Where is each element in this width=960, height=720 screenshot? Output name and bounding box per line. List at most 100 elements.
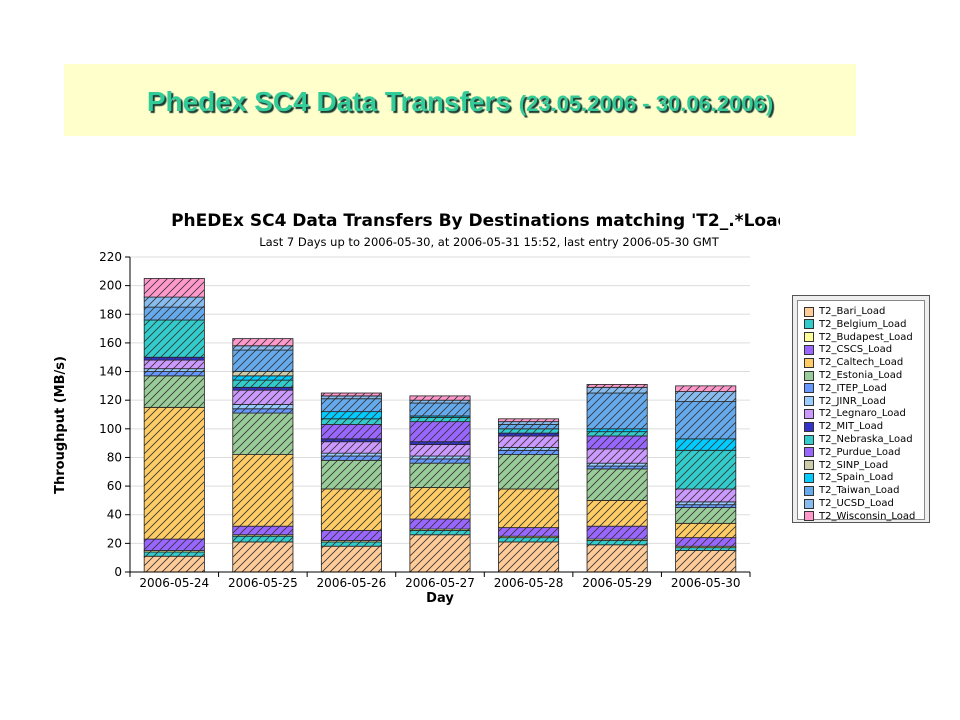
x-tick-label: 2006-05-26 [317,576,387,590]
legend-item-t2-belgium-load: T2_Belgium_Load [804,318,906,331]
bar-segment-hatch [498,447,559,451]
x-tick-label: 2006-05-25 [228,576,298,590]
legend-item-t2-mit-load: T2_MIT_Load [804,420,883,433]
bar-segment-hatch [409,444,471,457]
bar-segment-hatch [144,360,205,369]
bar-segment-hatch [675,391,736,402]
bar-segment-hatch [232,454,293,527]
bar-segment-hatch [498,527,559,537]
bar-segment-hatch [498,541,559,572]
bar-segment-hatch [587,539,648,541]
banner-title-main: Phedex SC4 Data Transfers [146,86,519,117]
bar-segment-hatch [409,395,471,401]
bar-segment-hatch [321,411,382,419]
bar-segment-hatch [232,350,293,372]
bar-segment-hatch [675,501,736,505]
legend-item-t2-estonia-load: T2_Estonia_Load [804,369,902,382]
legend-item-t2-bari-load: T2_Bari_Load [804,305,885,318]
legend-items: T2_Bari_Load T2_Belgium_Load T2_Budapest_L… [797,300,925,522]
legend-swatch [804,306,814,317]
y-tick-label: 20 [107,536,122,550]
bar-segment-hatch [675,537,736,547]
bar-segment-hatch [498,424,559,429]
bar-segment-hatch [409,519,471,530]
banner-title-dates: (23.05.2006 - 30.06.2006) [518,91,774,116]
bar-segment-hatch [321,540,382,542]
bar-segment-hatch [232,526,293,535]
legend-label: T2_JINR_Load [819,395,886,407]
legend-swatch [804,344,814,355]
legend-item-t2-legnaro-load: T2_Legnaro_Load [804,407,906,420]
legend-item-t2-cscs-load: T2_CSCS_Load [804,343,892,356]
legend-item-t2-itep-load: T2_ITEP_Load [804,382,887,395]
legend-label: T2_Wisconsin_Load [819,510,916,522]
y-tick-label: 100 [99,422,122,436]
bar-segment-hatch [232,387,293,391]
legend: T2_Bari_Load T2_Belgium_Load T2_Budapest_L… [792,295,930,523]
legend-label: T2_CSCS_Load [819,344,893,356]
bar-segment-hatch [409,530,471,535]
bar-segment-hatch [675,450,736,489]
bar-segment-hatch [409,456,471,459]
bar-segment-hatch [409,463,471,488]
bar-segment-hatch [675,507,736,524]
chart-title: PhEDEx SC4 Data Transfers By Destination… [171,211,780,231]
y-tick-label: 220 [99,250,122,264]
legend-swatch [804,434,814,445]
bar-segment-hatch [587,466,648,469]
bar-segment-hatch [409,487,471,520]
bar-segment-hatch [232,408,293,414]
bar-segment-hatch [321,393,382,396]
bar-segment-hatch [232,534,293,537]
legend-swatch [804,396,814,407]
bar-segment-hatch [144,375,205,408]
legend-item-t2-ucsd-load: T2_UCSD_Load [804,497,894,510]
x-tick-label: 2006-05-30 [671,576,741,590]
bar-segment-hatch [409,400,471,404]
legend-swatch [804,370,814,381]
bar-segment-hatch [587,435,648,449]
y-tick-label: 140 [99,365,122,379]
legend-swatch [804,511,814,522]
bar-segment-hatch [321,530,382,541]
bar-segment-hatch [144,407,205,540]
bar-segment-hatch [409,534,471,572]
y-tick-label: 0 [114,565,122,579]
legend-item-t2-budapest-load: T2_Budapest_Load [804,331,913,344]
bar-segment-hatch [498,488,559,528]
legend-label: T2_MIT_Load [819,421,884,433]
bar-segment-hatch [232,536,293,542]
bar-segment-hatch [498,433,559,436]
bar-segment-hatch [587,387,648,394]
bar-segment-hatch [409,403,471,416]
legend-swatch [804,319,814,330]
legend-label: T2_Belgium_Load [819,318,907,330]
bar-segment-hatch [675,401,736,439]
bar-segment-hatch [144,551,205,557]
bar-segment-hatch [144,320,205,358]
chart-subtitle: Last 7 Days up to 2006-05-30, at 2006-05… [259,235,719,249]
y-tick-label: 200 [99,279,122,293]
bar-segment-hatch [675,504,736,508]
y-tick-label: 80 [107,450,122,464]
legend-swatch [804,485,814,496]
bar-segment-hatch [587,428,648,432]
bar-segment-hatch [587,540,648,545]
legend-swatch [804,383,814,394]
bar-segment-hatch [409,417,471,422]
bar-segment-hatch [587,544,648,572]
bar-segment-hatch [498,428,559,434]
legend-item-t2-sinp-load: T2_SINP_Load [804,459,888,472]
legend-item-t2-caltech-load: T2_Caltech_Load [804,356,903,369]
y-tick-label: 60 [107,479,122,493]
bar-segment-hatch [498,537,559,542]
bar-segment-hatch [587,468,648,501]
title-banner: Phedex SC4 Data Transfers (23.05.2006 - … [64,64,856,136]
legend-label: T2_UCSD_Load [819,498,894,509]
bar-segment-hatch [321,456,382,461]
legend-swatch [804,421,814,432]
bar-segment-hatch [232,380,293,388]
legend-label: T2_Estonia_Load [819,370,903,381]
legend-swatch [804,460,814,471]
bar-segment-hatch [498,435,559,448]
